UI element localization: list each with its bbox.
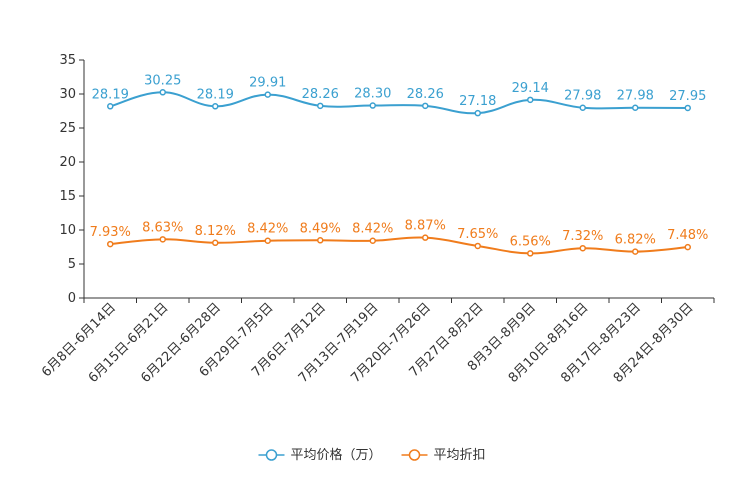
y-tick-label: 5 [68, 257, 76, 272]
series-1-point[interactable] [159, 236, 166, 243]
series-1-data-label: 8.87% [405, 219, 446, 234]
series-0-point[interactable] [159, 89, 166, 96]
y-tick-label: 0 [68, 291, 76, 306]
series-layer [107, 89, 691, 257]
y-tick-label: 25 [59, 121, 76, 136]
series-1-data-label: 8.49% [300, 221, 341, 236]
series-1-data-label: 7.32% [562, 229, 603, 244]
series-1-point[interactable] [317, 237, 324, 244]
legend-item-1[interactable]: 平均折扣 [401, 448, 486, 463]
series-1-point[interactable] [474, 242, 481, 250]
series-1-data-label: 7.93% [90, 225, 131, 240]
y-tick-label: 20 [59, 155, 76, 170]
series-0-data-label: 28.19 [92, 87, 129, 102]
series-0-point[interactable] [684, 104, 691, 112]
series-0-point[interactable] [579, 104, 586, 111]
series-0-data-label: 29.91 [249, 76, 286, 91]
series-line-0 [109, 91, 688, 115]
series-1-point[interactable] [264, 237, 271, 244]
legend-marker-icon [265, 449, 278, 461]
series-1-point[interactable] [527, 250, 534, 257]
series-1-point[interactable] [369, 237, 376, 244]
data-labels: 28.19 30.25 28.19 29.91 28.26 28.30 28.26 27.18… [90, 73, 709, 249]
axes: 051015202530356月8日-6月14日6月15日-6月21日6月22日… [39, 53, 715, 386]
series-0-point[interactable] [369, 102, 376, 109]
series-1-point[interactable] [684, 243, 691, 251]
series-0-data-label: 29.14 [512, 81, 549, 96]
series-0-data-label: 28.26 [407, 87, 444, 102]
series-1-data-label: 8.42% [247, 222, 288, 237]
series-0-point[interactable] [317, 102, 324, 110]
series-1-point[interactable] [632, 248, 639, 255]
series-1-point[interactable] [107, 240, 114, 248]
legend-label: 平均价格（万） [290, 447, 381, 463]
legend[interactable]: 平均价格（万） 平均折扣 [258, 447, 486, 463]
legend-item-0[interactable]: 平均价格（万） [258, 447, 382, 463]
series-1-point[interactable] [212, 239, 219, 247]
series-1-data-label: 8.12% [195, 224, 236, 239]
series-1-data-label: 8.42% [352, 222, 393, 237]
series-0-data-label: 30.25 [144, 73, 181, 88]
series-0-data-label: 28.30 [354, 87, 391, 102]
series-0-data-label: 28.26 [302, 87, 339, 102]
series-0-point[interactable] [632, 104, 639, 111]
series-0-data-label: 27.98 [617, 89, 654, 104]
series-0-data-label: 28.19 [197, 87, 234, 102]
series-1-point[interactable] [579, 244, 586, 252]
series-0-point[interactable] [474, 109, 481, 117]
series-1-data-label: 6.56% [510, 234, 551, 249]
series-line-1 [110, 236, 688, 255]
series-1-data-label: 7.48% [667, 228, 708, 243]
series-0-point[interactable] [212, 103, 219, 110]
series-0-data-label: 27.18 [459, 94, 496, 109]
legend-label: 平均折扣 [434, 448, 486, 463]
series-1-data-label: 8.63% [142, 220, 183, 235]
series-1-point[interactable] [422, 234, 429, 241]
series-0-data-label: 27.95 [669, 89, 706, 104]
series-0-point[interactable] [422, 102, 429, 110]
series-1-data-label: 7.65% [457, 227, 498, 242]
y-tick-label: 15 [59, 189, 76, 204]
series-0-data-label: 27.98 [564, 89, 601, 104]
legend-marker-icon [408, 449, 421, 461]
y-tick-label: 10 [59, 223, 76, 238]
series-1-data-label: 6.82% [615, 233, 656, 248]
y-tick-label: 35 [59, 53, 76, 68]
y-tick-label: 30 [59, 87, 76, 102]
series-0-point[interactable] [107, 103, 114, 110]
series-0-point[interactable] [264, 91, 271, 98]
series-0-point[interactable] [527, 96, 534, 104]
